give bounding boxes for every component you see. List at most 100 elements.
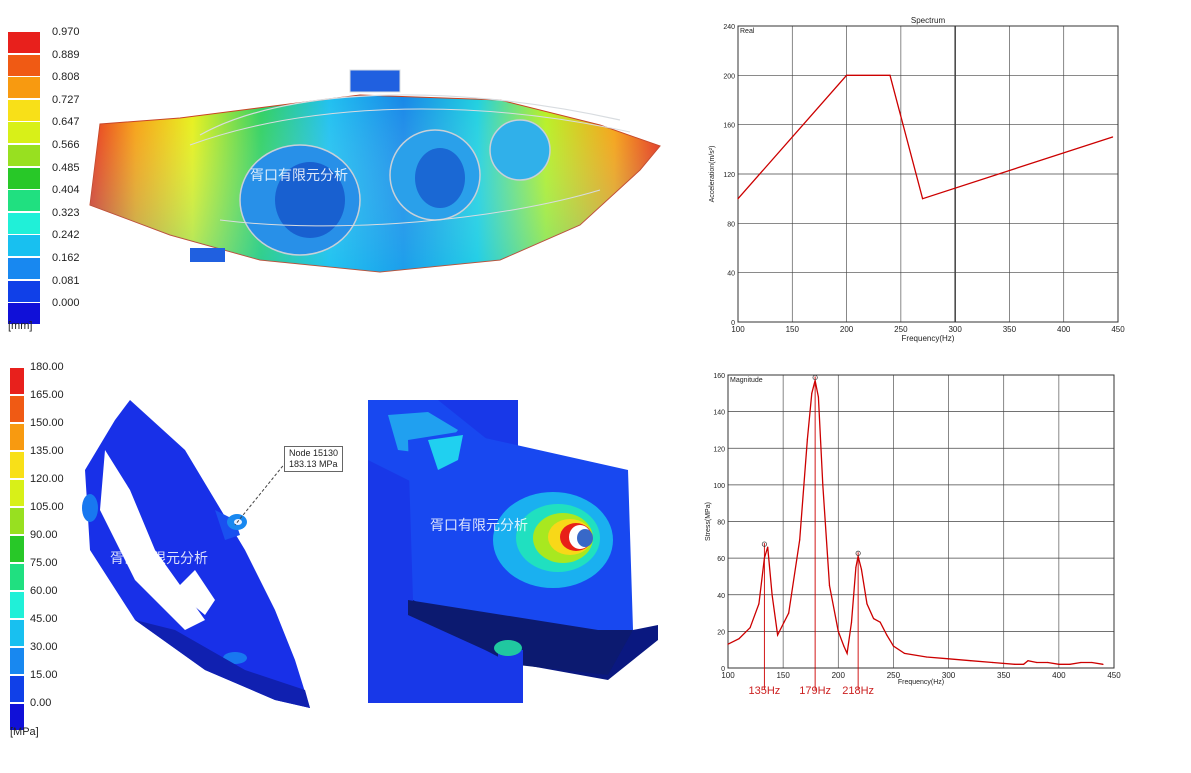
stress-legend-label: 150.00 xyxy=(30,417,64,429)
stress-legend-label: 90.00 xyxy=(30,529,58,541)
peak-marker-circle xyxy=(812,374,818,381)
data-point xyxy=(738,638,740,640)
data-point xyxy=(879,621,881,623)
displacement-legend-label: 0.404 xyxy=(52,184,80,197)
displacement-legend-label: 0.000 xyxy=(52,297,80,310)
displacement-legend-label: 0.647 xyxy=(52,116,80,129)
data-point xyxy=(846,652,848,654)
data-point xyxy=(892,645,895,647)
y-tick-label: 160 xyxy=(723,123,735,130)
data-point xyxy=(866,603,868,605)
x-tick-label: 350 xyxy=(1003,325,1017,334)
annotation-leader xyxy=(234,461,287,526)
headlamp-contour-model xyxy=(89,69,661,273)
node-annotation-box: Node 15130 183.13 MPa xyxy=(284,446,344,472)
x-tick-label: 250 xyxy=(894,325,908,334)
displacement-legend-swatch xyxy=(8,122,40,144)
x-tick-label: 200 xyxy=(832,671,846,680)
stress-legend-swatch xyxy=(10,648,24,674)
peak-label: 135Hz xyxy=(748,685,780,697)
stress-legend-label: 60.00 xyxy=(30,585,58,597)
stress-legend-label: 105.00 xyxy=(30,501,64,513)
data-point xyxy=(727,643,729,645)
plot-frame xyxy=(737,25,1119,323)
data-point xyxy=(1027,660,1029,662)
stress-legend-label: 180.00 xyxy=(30,361,64,373)
data-point xyxy=(1102,663,1104,665)
y-tick-label: 40 xyxy=(727,271,735,278)
displacement-legend-label: 0.323 xyxy=(52,206,80,219)
data-point xyxy=(788,612,790,614)
watermark-2: 胥口有限元分析 xyxy=(110,551,208,567)
data-point xyxy=(1036,661,1038,664)
displacement-legend-label: 0.162 xyxy=(52,252,80,264)
displacement-legend-swatch xyxy=(8,258,40,279)
y-tick-label: 80 xyxy=(717,520,725,527)
data-point xyxy=(828,584,831,587)
x-tick-label: 450 xyxy=(1107,671,1121,680)
spectrum-chart: 100 150 200 250 300 350 400 450 0 40 80 120 160 200 24… xyxy=(709,16,1125,343)
series-line xyxy=(737,74,1113,200)
watermark-3: 胥口有限元分析 xyxy=(430,518,528,534)
stress-legend-label: 135.00 xyxy=(30,445,64,457)
peak-marker-circle xyxy=(855,550,861,556)
x-tick-label: 400 xyxy=(1052,671,1066,680)
stress-legend-label: 165.00 xyxy=(30,389,64,401)
stress-legend-swatch xyxy=(10,424,24,450)
data-point xyxy=(970,660,972,662)
x-tick-label: 400 xyxy=(1057,325,1071,334)
data-point xyxy=(1069,663,1071,665)
stress-legend-swatch xyxy=(10,592,24,618)
stress-legend-label: 30.00 xyxy=(30,641,58,653)
data-point xyxy=(1058,663,1060,665)
y-tick-label: 200 xyxy=(723,73,735,80)
stress-legend-swatch xyxy=(10,396,24,422)
y-axis-label: Acceleration(m/s²) xyxy=(709,146,716,203)
displacement-legend-swatch xyxy=(8,303,40,325)
data-point xyxy=(806,438,809,440)
stress-legend: 180.00 165.00 150.00 135.00 120.00 105.00 90.0… xyxy=(10,361,100,730)
displacement-legend-swatch xyxy=(8,212,40,234)
data-point xyxy=(771,594,773,596)
peak-label: 218Hz xyxy=(842,685,874,697)
x-tick-label: 300 xyxy=(948,325,962,334)
displacement-legend-label: 0.970 xyxy=(52,26,80,38)
data-point xyxy=(992,661,994,664)
data-point xyxy=(817,396,820,398)
data-point xyxy=(850,621,853,623)
data-point xyxy=(737,198,739,200)
hotspot-zoom-view xyxy=(368,400,658,703)
data-point xyxy=(860,568,863,570)
data-point xyxy=(1022,663,1025,665)
x-axis-label: Frequency(Hz) xyxy=(898,679,944,686)
stress-legend-swatch xyxy=(10,480,24,506)
data-point xyxy=(799,539,801,541)
stress-legend-swatch xyxy=(10,452,24,478)
corner-label: Real xyxy=(740,28,755,35)
data-point xyxy=(903,652,906,654)
displacement-legend-swatch xyxy=(8,280,40,302)
data-point xyxy=(1080,661,1082,664)
y-tick-label: 120 xyxy=(713,446,725,453)
data-point xyxy=(845,74,848,76)
displacement-legend-swatch xyxy=(8,54,40,76)
stress-magnitude-chart: 100 150 200 250 300 350 400 450 0 20 40 60 80 100 120 1… xyxy=(705,373,1121,697)
displacement-legend-swatch xyxy=(8,167,40,189)
x-tick-label: 150 xyxy=(776,671,790,680)
displacement-legend-swatch xyxy=(8,190,40,212)
stress-legend-swatch xyxy=(10,676,24,702)
data-point xyxy=(822,484,824,486)
data-point xyxy=(886,634,888,636)
data-point xyxy=(855,566,857,568)
y-axis-label: Stress(MPa) xyxy=(705,502,712,541)
displacement-legend-swatch xyxy=(8,145,40,166)
y-tick-label: 80 xyxy=(727,221,735,228)
displacement-legend-label: 0.242 xyxy=(52,229,80,242)
data-point xyxy=(767,546,769,548)
y-tick-label: 0 xyxy=(721,666,725,673)
y-tick-label: 160 xyxy=(713,373,725,380)
x-tick-label: 100 xyxy=(731,325,745,334)
stress-legend-swatch xyxy=(10,368,24,394)
watermark-1: 胥口有限元分析 xyxy=(250,168,348,184)
stress-legend-swatch xyxy=(10,620,24,646)
